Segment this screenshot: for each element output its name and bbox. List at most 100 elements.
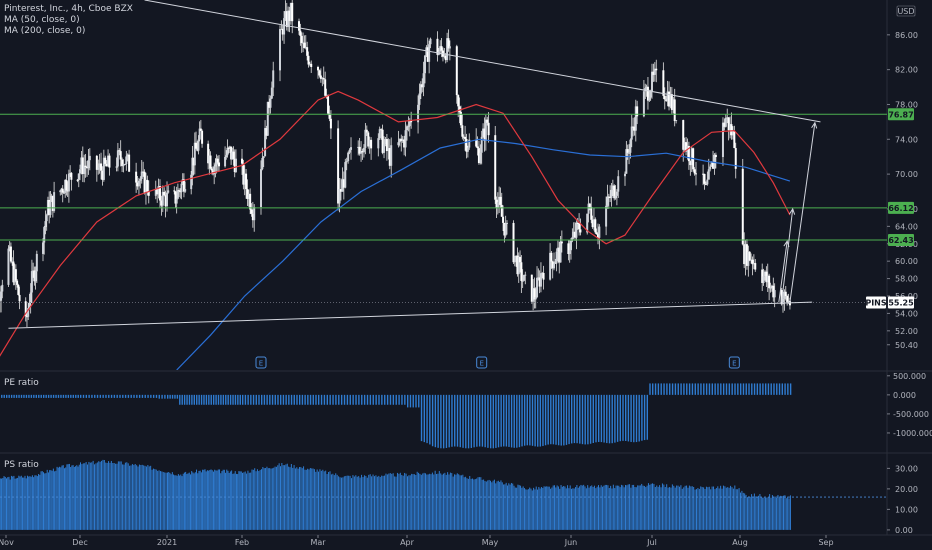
ps-bar [255,471,257,530]
pe-bar [611,394,613,444]
candle-body [242,163,245,185]
ps-bar [177,474,179,530]
pe-bar [401,394,403,405]
candle-body [704,183,707,185]
ps-bar [756,497,758,530]
candle-body [404,130,407,148]
candle-body [360,151,363,154]
ps-bar [620,484,622,530]
pe-bar [680,383,682,395]
ps-bar [38,474,40,530]
pe-bar [91,394,93,398]
candle-body [693,169,696,174]
candle-body [605,205,608,227]
ps-bar [189,474,191,530]
ps-bar [607,485,609,530]
candle-body [553,263,556,269]
candle-body [348,149,351,153]
ps-bar [19,476,21,530]
pe-bar [110,394,113,398]
pe-bar [407,394,409,408]
ps-bar [654,487,656,530]
ps-bar [282,465,284,530]
ps-bar [759,494,761,530]
pe-bar [734,383,736,395]
trendline [144,0,821,123]
pe-bar [65,394,67,398]
candle-body [84,165,87,167]
ps-bar [208,470,210,530]
candle-body [712,161,715,169]
pe-bar [375,394,377,405]
ps-bar [615,485,617,530]
candle-body [516,255,519,275]
pe-bar [138,394,141,398]
ps-bar [211,470,213,530]
ps-bar [235,473,237,530]
pe-bar [529,394,531,446]
pe-bar [96,394,99,398]
candle-body [327,95,330,114]
candle-body [502,216,505,223]
ps-bar [548,486,550,530]
price-tick-label: 64.00 [895,222,918,231]
pe-bar [762,383,764,395]
pe-bar [625,394,627,441]
ps-bar [392,473,394,530]
ps-bar [697,487,699,530]
ps-bar [273,467,275,530]
ps-bar [707,487,709,530]
ps-bar [12,476,14,530]
candle-body [368,139,371,147]
candle-body [231,151,234,160]
pe-bar [657,383,660,395]
ps-bar [694,489,696,530]
candle-body [95,155,98,170]
ps-bar [124,462,126,530]
ps-bar [656,485,658,530]
pe-bar [188,394,191,405]
ps-bar [379,476,381,530]
pe-bar [451,394,453,447]
candle-body [289,2,292,21]
ps-bar [630,487,632,530]
ps-bar [47,472,49,530]
earnings-marker [728,356,740,369]
candle-body [253,207,256,221]
ps-bar [539,488,541,530]
candle-body [243,173,246,185]
candle-body [690,148,693,166]
ps-bar [51,470,53,530]
ps-bar [591,485,593,530]
candle-body [787,300,790,303]
ps-bar [250,472,252,530]
ps-bar [618,485,620,530]
pe-bar [789,383,792,395]
ps-bar [476,478,478,530]
candle-body [597,234,599,238]
ps-bar [395,476,397,530]
ps-bar [20,475,22,530]
ps-bar [518,485,520,530]
ps-bar [493,479,495,530]
ps-bar [653,483,655,530]
candle-body [533,288,536,300]
ps-bar [212,471,214,530]
ps-bar [1,478,3,530]
ps-bar [43,472,44,530]
pe-bar [35,394,37,398]
candle-body [439,46,442,52]
candle-body [306,47,309,56]
candle-body [308,63,311,65]
ps-bar [427,474,429,530]
candle-body [765,271,768,283]
ps-bar [247,470,249,530]
ps-bar [753,493,755,530]
ps-bar [296,467,298,530]
candle-body [505,222,508,224]
candle-body [763,271,766,277]
pe-bar [94,394,96,398]
ps-bar [73,466,75,530]
candle-body [668,91,671,107]
